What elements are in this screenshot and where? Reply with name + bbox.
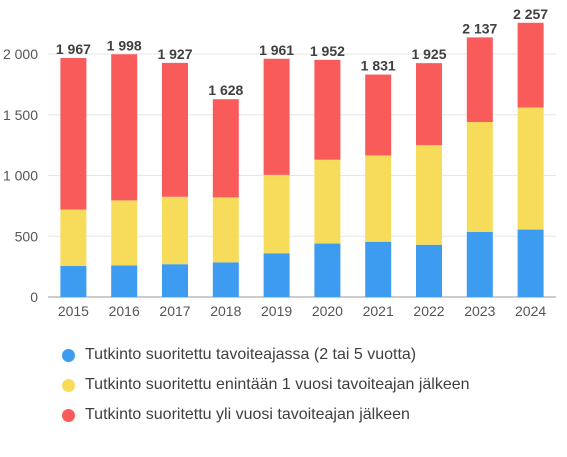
legend-swatch-on-time-icon [62,348,75,362]
bar-segment-2021-s0[interactable] [365,241,392,297]
total-label-2019: 1 961 [259,42,294,58]
x-tick-label-2015: 2015 [58,303,89,319]
legend-item-over-one-year[interactable]: Tutkinto suoritettu yli vuosi tavoiteaja… [62,400,470,430]
x-tick-label-2024: 2024 [515,303,546,319]
total-label-2024: 2 257 [513,6,548,22]
legend-label: Tutkinto suoritettu tavoiteajassa (2 tai… [85,346,417,363]
bar-segment-2021-s2[interactable] [365,74,392,156]
bar-segment-2019-s0[interactable] [263,253,290,297]
bar-segment-2016-s0[interactable] [111,265,138,297]
bar-segment-2023-s2[interactable] [466,37,493,123]
bar-segment-2020-s2[interactable] [314,59,341,160]
total-label-2023: 2 137 [462,20,497,36]
legend-label: Tutkinto suoritettu enintään 1 vuosi tav… [85,376,470,393]
bar-segment-2015-s1[interactable] [60,209,87,267]
x-tick-label-2019: 2019 [261,303,292,319]
x-tick-label-2017: 2017 [159,303,190,319]
total-label-2017: 1 927 [157,46,192,62]
legend: Tutkinto suoritettu tavoiteajassa (2 tai… [62,340,470,430]
total-label-2021: 1 831 [361,58,396,74]
y-tick-label: 0 [30,289,38,305]
stacked-bar-chart: 0 500 1 000 1 500 2 000 1 967 1 998 1 927 1 628… [3,6,556,319]
bar-segment-2023-s1[interactable] [466,122,493,233]
bar-segment-2018-s1[interactable] [212,197,239,263]
total-labels: 1 967 1 998 1 927 1 628 1 961 1 952 1 831 1 925… [56,6,548,98]
total-label-2016: 1 998 [107,37,142,53]
x-tick-label-2016: 2016 [109,303,140,319]
y-axis-ticks: 0 500 1 000 1 500 2 000 [3,46,38,305]
bar-segment-2024-s1[interactable] [517,107,544,230]
bar-segment-2024-s2[interactable] [517,22,544,108]
x-tick-label-2022: 2022 [413,303,444,319]
total-label-2015: 1 967 [56,41,91,57]
x-tick-label-2020: 2020 [312,303,343,319]
bar-segment-2016-s2[interactable] [111,54,138,201]
y-tick-label: 1 500 [3,107,38,123]
bar-segment-2017-s2[interactable] [162,62,188,197]
total-label-2018: 1 628 [208,82,243,98]
bar-segment-2024-s0[interactable] [517,229,544,297]
y-tick-label: 1 000 [3,168,38,184]
bar-segment-2023-s0[interactable] [466,232,493,297]
bar-segment-2021-s1[interactable] [365,155,392,242]
legend-item-within-one-year[interactable]: Tutkinto suoritettu enintään 1 vuosi tav… [62,370,470,400]
y-tick-label: 500 [15,228,39,244]
total-label-2020: 1 952 [310,43,345,59]
legend-item-on-time[interactable]: Tutkinto suoritettu tavoiteajassa (2 tai… [62,340,470,370]
bars [60,22,544,297]
legend-swatch-over-one-year-icon [62,408,75,422]
bar-segment-2019-s1[interactable] [263,174,290,254]
bar-segment-2015-s0[interactable] [60,266,87,297]
x-tick-label-2021: 2021 [363,303,394,319]
legend-swatch-within-one-year-icon [62,378,75,392]
bar-segment-2017-s1[interactable] [162,196,188,265]
y-tick-label: 2 000 [3,46,38,62]
x-tick-label-2023: 2023 [464,303,495,319]
bar-segment-2020-s0[interactable] [314,243,341,297]
bar-segment-2020-s1[interactable] [314,159,341,244]
x-axis-ticks: 2015 2016 2017 2018 2019 2020 2021 2022 2023 2024 [58,303,547,319]
bar-segment-2022-s1[interactable] [416,145,442,245]
bar-segment-2018-s2[interactable] [212,99,239,198]
legend-label: Tutkinto suoritettu yli vuosi tavoiteaja… [85,406,410,423]
bar-segment-2016-s1[interactable] [111,200,138,266]
bar-segment-2015-s2[interactable] [60,58,87,210]
bar-segment-2022-s2[interactable] [416,63,442,146]
bar-segment-2019-s2[interactable] [263,58,290,175]
total-label-2022: 1 925 [411,46,446,62]
bar-segment-2018-s0[interactable] [212,262,239,297]
bar-segment-2022-s0[interactable] [416,244,442,297]
bar-segment-2017-s0[interactable] [162,264,188,297]
x-tick-label-2018: 2018 [210,303,241,319]
